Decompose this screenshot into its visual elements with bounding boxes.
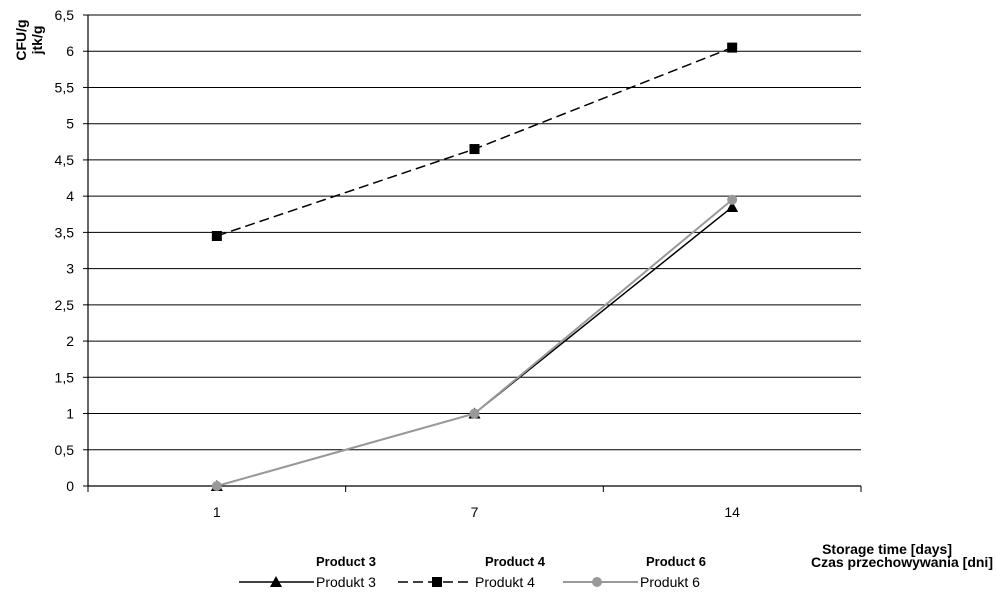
gridlines — [88, 14, 861, 451]
x-axis-title-pl: Czas przechowywania [dni] — [811, 554, 993, 570]
data-point — [727, 194, 738, 205]
x-tick-label: 7 — [471, 504, 479, 520]
y-tick-label: 3 — [66, 261, 74, 277]
legend-title: Product 3 — [316, 554, 376, 569]
data-point — [469, 144, 480, 155]
y-tick-label: 5 — [66, 116, 74, 132]
series-line — [216, 206, 733, 487]
y-tick-label: 2 — [66, 333, 74, 349]
axes — [83, 14, 862, 492]
legend-label: Produkt 3 — [316, 574, 376, 590]
y-tick-label: 0,5 — [55, 442, 75, 458]
y-tick-label: 6 — [66, 43, 74, 59]
y-tick-label: 5,5 — [55, 79, 75, 95]
y-tick-label: 4 — [66, 188, 74, 204]
legend-label: Produkt 6 — [640, 574, 700, 590]
y-tick-label: 2,5 — [55, 297, 75, 313]
y-axis-title-en: CFU/g — [13, 19, 29, 60]
y-tick-label: 4,5 — [55, 152, 75, 168]
tick-labels: 0 0,5 1 1,5 2 2,5 3 3,5 4 4,5 5 5,5 6 6,5 1 7 14 — [55, 7, 741, 520]
y-axis-title-pl: jtk/g — [29, 26, 45, 56]
y-tick-label: 3,5 — [55, 224, 75, 240]
x-tick-label: 14 — [724, 504, 740, 520]
x-axis-title-en: Storage time [days] — [822, 541, 952, 557]
y-tick-label: 6,5 — [55, 7, 75, 23]
series-line — [216, 46, 733, 237]
data-point — [469, 408, 480, 419]
legend-label: Produkt 4 — [475, 574, 535, 590]
data-point — [211, 481, 222, 491]
data-point — [211, 231, 222, 242]
legend-marker — [270, 576, 282, 587]
y-tick-label: 1,5 — [55, 369, 75, 385]
data-point — [726, 201, 739, 213]
series-line — [216, 199, 733, 487]
data-point — [727, 42, 738, 53]
legend-marker — [592, 577, 602, 587]
legend-marker — [432, 577, 442, 587]
y-tick-label: 0 — [66, 478, 74, 494]
y-tick-label: 1 — [66, 406, 74, 422]
legend: Product 3 Produkt 3 Product 4 Produkt 4 Prod… — [239, 554, 706, 590]
x-tick-label: 1 — [213, 504, 221, 520]
series-markers — [210, 42, 739, 491]
legend-title: Product 6 — [646, 554, 706, 569]
series-lines — [216, 46, 733, 487]
legend-title: Product 4 — [485, 554, 546, 569]
